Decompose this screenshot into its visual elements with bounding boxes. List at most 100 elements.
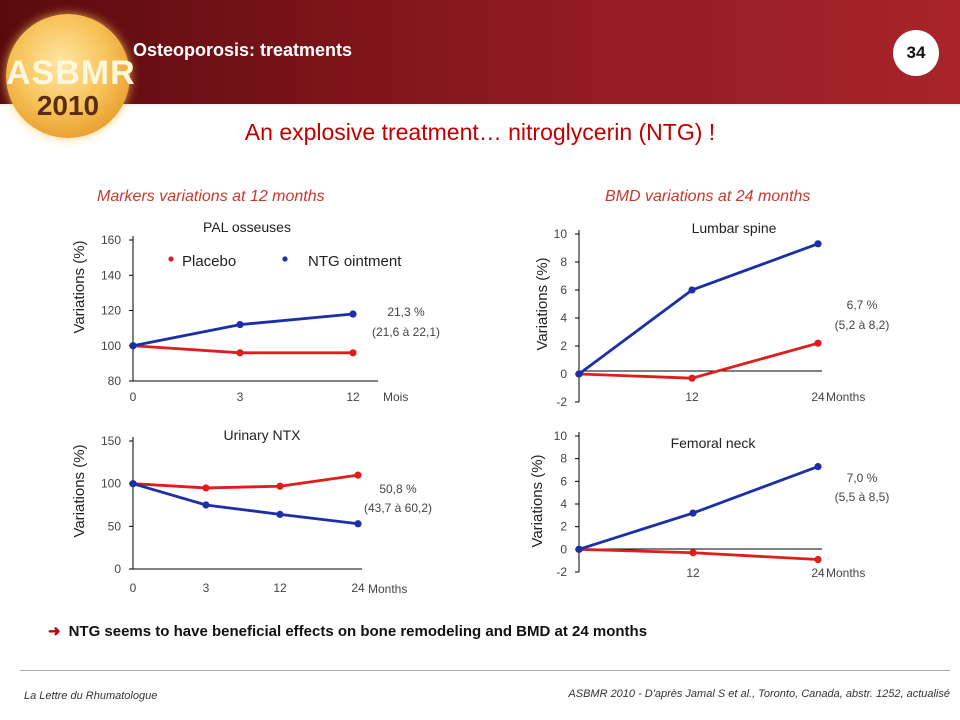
chart3-x-tick-label: 12: [685, 390, 699, 404]
chart4-x-tick-label: 24: [811, 566, 825, 580]
footer-divider: [20, 670, 950, 671]
page-number: 34: [893, 30, 939, 76]
chart2-y-tick-label: 50: [108, 519, 122, 533]
chart2-x-axis-label: Months: [368, 582, 407, 596]
chart2-annotation-ci: (43,7 à 60,2): [364, 501, 432, 515]
chart3-title: Lumbar spine: [692, 220, 777, 236]
chart3-y-axis-label: Variations (%): [534, 257, 551, 350]
chart3-ntg-point: [575, 370, 583, 378]
chart2-title: Urinary NTX: [223, 427, 301, 443]
chart3-annotation-value: 6,7 %: [847, 298, 878, 312]
chart1-annotation-ci: (21,6 à 22,1): [372, 325, 440, 339]
legend-ntg-label: NTG ointment: [308, 253, 402, 270]
chart3-y-tick-label: 6: [560, 283, 567, 297]
chart3-y-tick-label: -2: [556, 395, 567, 409]
chart2-placebo-point: [202, 484, 210, 492]
chart3-y-tick-label: 4: [560, 311, 567, 325]
chart4-placebo-line: [578, 547, 819, 561]
slide-title: An explosive treatment… nitroglycerin (N…: [244, 119, 716, 145]
chart4-placebo-point: [689, 549, 697, 557]
section-title: Osteoporosis: treatments: [133, 40, 353, 60]
chart1-title: PAL osseuses: [203, 219, 291, 235]
chart2-y-tick-label: 150: [101, 434, 121, 448]
legend-placebo-marker: [168, 256, 174, 262]
chart2-y-tick-label: 100: [101, 477, 121, 491]
chart1-placebo-point: [236, 349, 244, 357]
header-divider: [0, 104, 960, 106]
conclusion: ➜ NTG seems to have beneficial effects on…: [48, 622, 647, 640]
chart1-x-tick-label: 12: [346, 390, 360, 404]
chart4-annotation-value: 7,0 %: [847, 471, 878, 485]
header-banner: [0, 0, 960, 104]
chart4-placebo-point: [814, 555, 822, 564]
chart1-annotation-value: 21,3 %: [387, 305, 425, 319]
conclusion-text: NTG seems to have beneficial effects on …: [68, 623, 648, 640]
chart4-y-tick-label: 6: [560, 474, 567, 488]
chart4-y-axis-label: Variations (%): [529, 454, 546, 547]
chart2-x-tick-label: 12: [273, 581, 287, 595]
chart1-y-tick-label: 160: [101, 233, 121, 247]
chart2-x-tick-label: 3: [203, 581, 210, 595]
chart1-y-tick-label: 120: [101, 304, 121, 318]
chart2-y-axis-label: Variations (%): [71, 444, 88, 537]
chart3-x-axis-label: Months: [826, 390, 865, 404]
chart1-ntg-point: [236, 321, 244, 329]
chart1-ntg-point: [129, 342, 137, 350]
chart2-y-tick-label: 0: [114, 562, 121, 576]
chart2-ntg-point: [202, 501, 210, 509]
chart1-placebo-point: [349, 349, 357, 357]
chart2-annotation-value: 50,8 %: [379, 482, 417, 496]
chart1-y-axis-label: Variations (%): [71, 240, 88, 333]
chart4-y-tick-label: 4: [560, 497, 567, 511]
chart4-ntg-line: [578, 465, 819, 551]
chart1-ntg-point: [349, 310, 357, 318]
chart4-y-tick-label: 8: [560, 452, 567, 466]
chart3-ntg-point: [814, 240, 822, 248]
footer-journal: La Lettre du Rhumatologue: [24, 690, 158, 702]
chart4-y-tick-label: 10: [554, 429, 568, 443]
footer-reference: ASBMR 2010 - D'après Jamal S et al., Tor…: [568, 688, 950, 700]
chart2-x-tick-label: 0: [130, 581, 137, 595]
chart3-y-tick-label: 8: [560, 255, 567, 269]
chart3-placebo-point: [814, 339, 822, 347]
chart4-y-tick-label: -2: [556, 565, 567, 579]
chart1-x-axis-label: Mois: [383, 390, 408, 404]
subtitle-markers: Markers variations at 12 months: [97, 188, 325, 205]
chart4-annotation-ci: (5,5 à 8,5): [835, 490, 890, 504]
chart4-y-tick-label: 0: [560, 542, 567, 556]
chart2-placebo-point: [276, 482, 284, 490]
chart4-x-tick-label: 12: [686, 566, 700, 580]
chart3-placebo-point: [688, 374, 696, 382]
chart3-x-tick-label: 24: [811, 390, 825, 404]
asbmr-logo: ASBMR 2010: [6, 14, 136, 138]
chart1-x-tick-label: 0: [130, 390, 137, 404]
chart3-y-tick-label: 0: [560, 367, 567, 381]
chart4-y-tick-label: 2: [560, 520, 567, 534]
chart2-ntg-point: [129, 480, 137, 488]
legend-placebo-label: Placebo: [182, 253, 236, 270]
logo-text-year: 2010: [36, 90, 100, 121]
chart2-placebo-point: [354, 471, 362, 479]
legend-ntg-marker: [282, 256, 288, 262]
subtitle-bmd: BMD variations at 24 months: [605, 188, 811, 205]
chart2-ntg-line: [132, 482, 359, 526]
chart2-ntg-point: [276, 510, 284, 518]
chart2-ntg-point: [354, 520, 362, 528]
chart2-placebo-line: [132, 473, 359, 490]
chart4-x-axis-label: Months: [826, 566, 865, 580]
arrow-right-icon: ➜: [48, 623, 61, 640]
chart1-ntg-line: [132, 312, 354, 348]
chart4-ntg-point: [689, 509, 697, 517]
chart1-x-tick-label: 3: [237, 390, 244, 404]
chart3-ntg-point: [688, 286, 696, 294]
chart4-ntg-point: [575, 545, 583, 553]
chart3-y-tick-label: 10: [554, 227, 568, 241]
chart1-y-tick-label: 100: [101, 339, 121, 353]
chart4-ntg-point: [814, 463, 822, 471]
logo-text-asbmr: ASBMR: [6, 54, 136, 92]
chart1-y-tick-label: 140: [101, 268, 121, 282]
chart1-y-tick-label: 80: [108, 374, 122, 388]
chart3-annotation-ci: (5,2 à 8,2): [835, 318, 890, 332]
chart2-x-tick-label: 24: [351, 581, 365, 595]
